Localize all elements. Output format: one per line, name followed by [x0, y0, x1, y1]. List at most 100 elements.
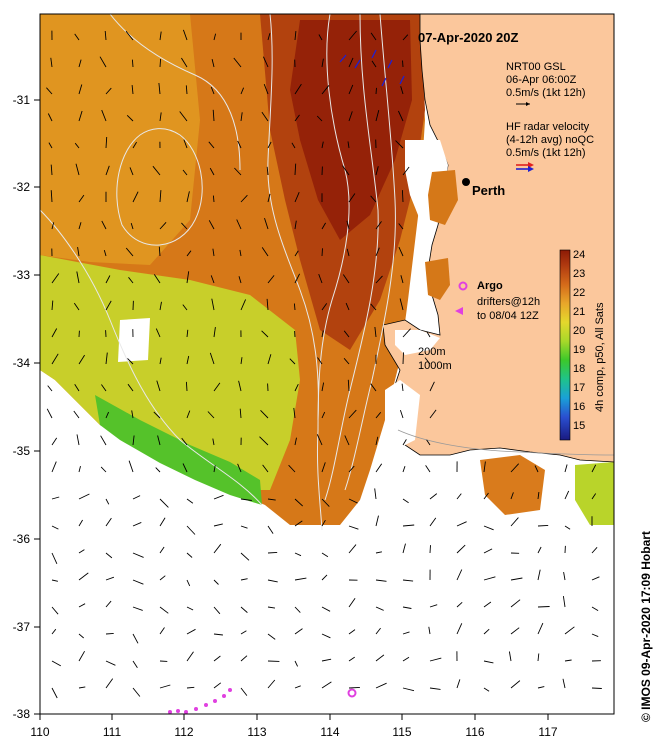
velocity-arrow: [46, 87, 53, 95]
velocity-arrow: [267, 354, 272, 365]
velocity-arrow: [212, 248, 215, 257]
velocity-arrow: [209, 352, 215, 365]
velocity-arrow: [159, 517, 166, 527]
svg-text:21: 21: [573, 306, 585, 318]
legend-hf-line1: HF radar velocity: [506, 121, 590, 133]
velocity-arrow: [375, 436, 379, 446]
velocity-arrow: [321, 382, 325, 392]
velocity-arrow: [343, 330, 350, 338]
legend-gsl-line2: 06-Apr 06:00Z: [506, 74, 577, 86]
velocity-arrow: [398, 223, 404, 230]
velocity-arrow: [78, 222, 82, 230]
cloud-patch: [118, 318, 150, 362]
velocity-arrow: [259, 436, 269, 446]
velocity-arrow: [294, 273, 301, 284]
velocity-arrow: [263, 83, 269, 95]
velocity-arrow: [294, 660, 299, 667]
velocity-arrow: [185, 381, 188, 392]
velocity-arrow: [159, 575, 166, 581]
velocity-arrow: [185, 85, 188, 95]
velocity-arrow: [76, 271, 80, 284]
velocity-arrow: [537, 622, 544, 635]
velocity-arrow: [562, 596, 566, 608]
velocity-arrow: [321, 85, 330, 95]
velocity-arrow: [402, 328, 411, 338]
velocity-arrow: [213, 655, 221, 662]
velocity-arrow: [159, 112, 162, 122]
velocity-arrow: [159, 58, 162, 68]
velocity-arrow: [424, 357, 431, 365]
velocity-arrow: [159, 190, 162, 203]
velocity-arrow: [294, 520, 303, 527]
velocity-arrow: [48, 142, 53, 149]
velocity-arrow: [267, 525, 274, 534]
velocity-arrow: [132, 606, 143, 611]
velocity-arrow: [348, 465, 355, 473]
velocity-arrow: [51, 300, 54, 311]
lat-tick-label: -33: [13, 268, 31, 282]
velocity-arrow: [261, 330, 269, 338]
velocity-arrow: [267, 141, 272, 149]
sst-region-hot: [290, 20, 412, 240]
city-marker: [462, 178, 470, 186]
velocity-arrow: [51, 525, 59, 530]
velocity-arrow: [211, 298, 215, 311]
velocity-arrow: [317, 357, 323, 365]
velocity-arrow: [591, 546, 598, 554]
velocity-arrow: [105, 498, 110, 505]
shelf-contour: [397, 429, 614, 456]
velocity-arrow: [78, 650, 85, 662]
velocity-arrow: [537, 546, 542, 554]
velocity-arrow: [321, 58, 324, 68]
velocity-arrow: [127, 383, 134, 392]
velocity-arrow: [483, 660, 494, 664]
velocity-arrow: [321, 141, 324, 149]
velocity-arrow: [348, 525, 359, 530]
velocity-arrow: [132, 521, 142, 527]
velocity-arrow: [158, 246, 161, 257]
velocity-arrow: [186, 686, 195, 689]
velocity-arrow: [400, 86, 404, 95]
contour-label-1000m: 1000m: [418, 360, 452, 372]
velocity-arrow: [213, 465, 216, 473]
velocity-arrow: [105, 136, 108, 149]
lon-tick-label: 114: [320, 725, 339, 739]
velocity-arrow: [51, 353, 59, 365]
velocity-arrow: [155, 328, 161, 338]
velocity-arrow: [78, 572, 89, 581]
plot-frame: [39, 13, 615, 715]
velocity-arrow: [78, 603, 86, 608]
velocity-arrow: [321, 552, 329, 558]
velocity-arrow: [429, 381, 435, 392]
velocity-arrow: [186, 271, 190, 284]
velocity-arrow: [483, 687, 490, 692]
velocity-arrow: [402, 687, 415, 692]
lat-tick-label: -35: [13, 444, 31, 458]
map-title: 07-Apr-2020 20Z: [418, 30, 518, 45]
velocity-arrow: [186, 606, 194, 611]
velocity-arrow: [294, 577, 307, 581]
velocity-arrow: [101, 384, 107, 392]
velocity-arrow: [425, 465, 431, 473]
velocity-arrow: [429, 657, 442, 662]
legend-hf-line3: 0.5m/s (1kt 12h): [506, 147, 585, 159]
lon-tick-label: 115: [392, 725, 411, 739]
velocity-arrow: [564, 490, 570, 500]
legend-drifter-line1: drifters@12h: [477, 296, 540, 308]
velocity-arrow: [456, 623, 463, 635]
velocity-arrow: [375, 682, 387, 689]
velocity-arrow: [186, 250, 192, 257]
velocity-arrow: [51, 579, 58, 582]
velocity-arrow: [105, 300, 112, 311]
velocity-arrow: [483, 461, 486, 473]
velocity-arrow: [101, 109, 107, 122]
velocity-arrow: [288, 464, 296, 473]
velocity-arrow: [47, 113, 53, 122]
velocity-arrow: [402, 631, 410, 635]
velocity-arrow: [294, 552, 302, 557]
velocity-arrow: [266, 298, 269, 311]
velocity-arrow: [78, 633, 84, 639]
velocity-arrow: [318, 34, 323, 41]
velocity-arrow: [78, 465, 81, 473]
velocity-arrow: [564, 525, 571, 530]
